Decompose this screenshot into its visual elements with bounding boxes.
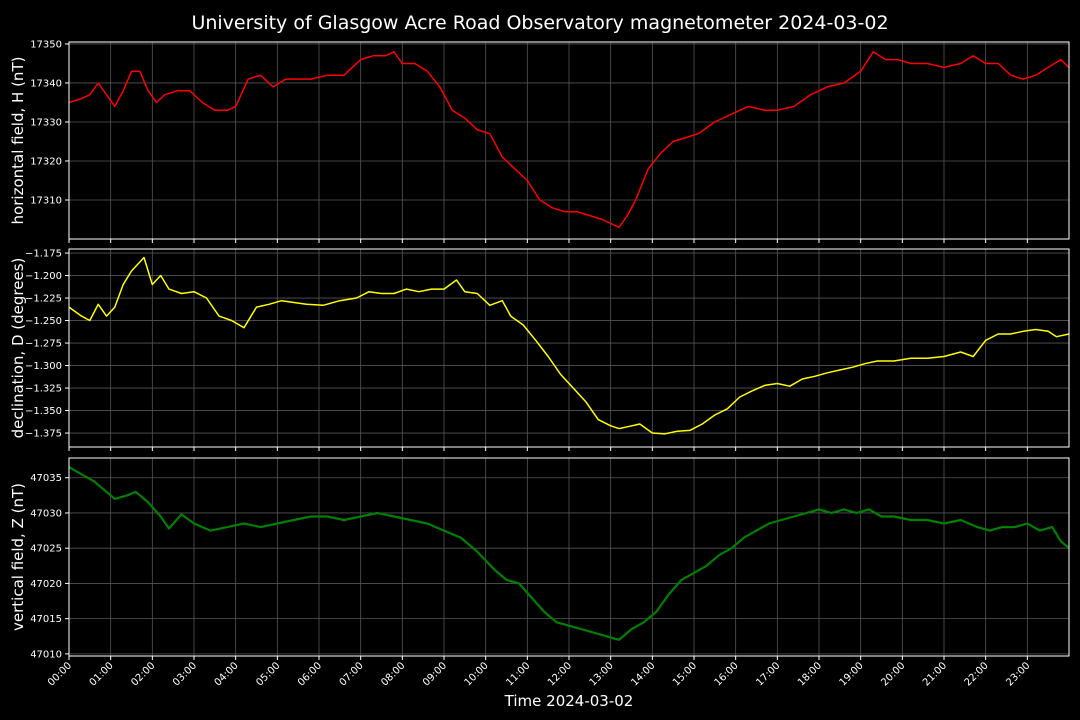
y-tick-label: 47025 (30, 544, 62, 555)
y-tick-label: 17340 (30, 78, 62, 89)
chart-title: University of Glasgow Acre Road Observat… (191, 12, 888, 34)
series-line-0 (68, 51, 1070, 229)
series-line-2 (68, 466, 1070, 641)
y-tick-label: −1.225 (25, 294, 62, 305)
y-tick-label: 47030 (30, 508, 62, 519)
y-tick-label: −1.175 (25, 249, 62, 260)
y-tick-label: −1.350 (25, 406, 62, 417)
y-tick-label: 47015 (30, 614, 62, 625)
y-tick-label: 17350 (30, 39, 62, 50)
y-axis-label: vertical field, Z (nT) (9, 483, 27, 631)
plot-frame (68, 457, 1070, 657)
plot-frame (68, 248, 1070, 448)
series-line-1 (68, 256, 1070, 435)
y-tick-label: 47035 (30, 473, 62, 484)
y-tick-label: −1.375 (25, 429, 62, 440)
y-tick-label: −1.300 (25, 361, 62, 372)
panel-1: −1.375 −1.350 −1.325 −1.300 −1.275 −1.250 −1.2… (9, 248, 1070, 451)
y-axis-label: horizontal field, H (nT) (9, 57, 27, 225)
y-tick-label: 47010 (30, 649, 62, 660)
y-tick-label: 17330 (30, 117, 62, 128)
x-axis-label: Time 2024-03-02 (504, 692, 634, 710)
y-tick-label: 17320 (30, 156, 62, 167)
y-tick-label: 47020 (30, 579, 62, 590)
y-tick-label: −1.200 (25, 271, 62, 282)
y-tick-label: −1.275 (25, 339, 62, 350)
y-tick-label: −1.250 (25, 316, 62, 327)
plot-frame (68, 41, 1070, 240)
y-axis-label: declination, D (degrees) (9, 258, 27, 439)
y-tick-label: −1.325 (25, 384, 62, 395)
y-tick-label: 17310 (30, 195, 62, 206)
